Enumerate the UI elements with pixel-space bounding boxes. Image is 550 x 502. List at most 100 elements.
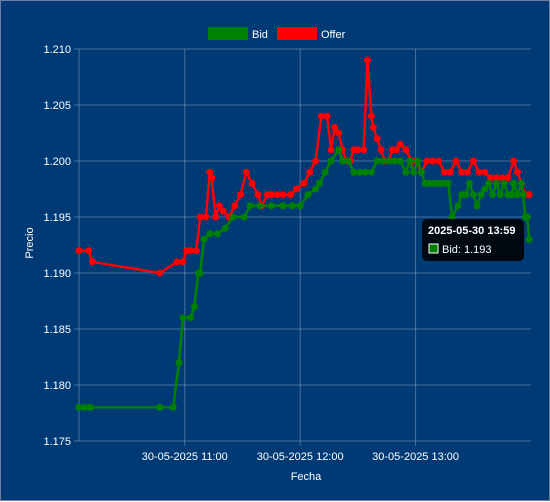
data-point-offer[interactable] xyxy=(279,191,287,199)
data-point-bid[interactable] xyxy=(390,157,398,165)
data-point-bid[interactable] xyxy=(510,179,518,187)
data-point-bid[interactable] xyxy=(396,157,404,165)
data-point-offer[interactable] xyxy=(464,168,471,176)
data-point-offer[interactable] xyxy=(423,157,431,165)
data-point-offer[interactable] xyxy=(179,258,187,266)
data-point-bid[interactable] xyxy=(454,202,462,210)
data-point-bid[interactable] xyxy=(523,213,531,221)
data-point-bid[interactable] xyxy=(385,157,393,165)
data-point-offer[interactable] xyxy=(396,140,404,148)
data-point-bid[interactable] xyxy=(214,230,221,238)
data-point-offer[interactable] xyxy=(481,168,489,176)
data-point-offer[interactable] xyxy=(196,213,204,221)
data-point-bid[interactable] xyxy=(417,168,425,176)
data-point-bid[interactable] xyxy=(444,179,452,187)
data-point-offer[interactable] xyxy=(435,157,443,165)
data-point-offer[interactable] xyxy=(187,247,195,255)
data-point-bid[interactable] xyxy=(362,168,370,176)
data-point-offer[interactable] xyxy=(446,168,454,176)
data-point-bid[interactable] xyxy=(367,168,375,176)
data-point-bid[interactable] xyxy=(344,157,352,165)
data-point-bid[interactable] xyxy=(466,179,473,187)
data-point-bid[interactable] xyxy=(410,168,418,176)
data-point-bid[interactable] xyxy=(156,403,164,411)
data-point-offer[interactable] xyxy=(219,207,227,215)
data-point-offer[interactable] xyxy=(369,123,377,131)
data-point-bid[interactable] xyxy=(229,213,237,221)
data-point-bid[interactable] xyxy=(190,303,198,311)
legend-item-offer[interactable]: Offer xyxy=(277,27,346,41)
data-point-bid[interactable] xyxy=(87,403,94,411)
data-point-bid[interactable] xyxy=(327,157,335,165)
data-point-bid[interactable] xyxy=(279,202,287,210)
data-point-offer[interactable] xyxy=(487,174,495,182)
data-point-offer[interactable] xyxy=(248,179,256,187)
data-point-bid[interactable] xyxy=(267,202,275,210)
data-point-offer[interactable] xyxy=(306,168,314,176)
data-point-offer[interactable] xyxy=(242,168,250,176)
data-point-offer[interactable] xyxy=(364,56,371,64)
data-point-offer[interactable] xyxy=(360,146,368,154)
data-point-offer[interactable] xyxy=(335,129,343,137)
data-point-bid[interactable] xyxy=(289,202,296,210)
data-point-bid[interactable] xyxy=(256,202,264,210)
data-point-bid[interactable] xyxy=(335,146,343,154)
data-point-bid[interactable] xyxy=(514,191,521,199)
data-point-bid[interactable] xyxy=(402,168,410,176)
data-point-bid[interactable] xyxy=(373,157,381,165)
data-point-bid[interactable] xyxy=(462,191,470,199)
data-point-offer[interactable] xyxy=(525,191,533,199)
data-point-offer[interactable] xyxy=(452,157,460,165)
data-point-bid[interactable] xyxy=(312,185,320,193)
data-point-bid[interactable] xyxy=(519,191,527,199)
data-point-offer[interactable] xyxy=(208,174,216,182)
data-point-offer[interactable] xyxy=(267,191,275,199)
data-point-offer[interactable] xyxy=(327,146,335,154)
data-point-bid[interactable] xyxy=(221,224,229,232)
data-point-offer[interactable] xyxy=(287,191,295,199)
data-point-bid[interactable] xyxy=(500,179,508,187)
data-point-offer[interactable] xyxy=(215,202,223,210)
data-point-bid[interactable] xyxy=(304,191,312,199)
data-point-bid[interactable] xyxy=(81,403,89,411)
data-point-offer[interactable] xyxy=(156,269,164,277)
data-point-bid[interactable] xyxy=(200,235,208,243)
data-point-bid[interactable] xyxy=(196,269,204,277)
data-point-offer[interactable] xyxy=(237,191,245,199)
data-point-offer[interactable] xyxy=(323,112,331,120)
data-point-bid[interactable] xyxy=(485,179,493,187)
data-point-bid[interactable] xyxy=(175,359,183,367)
data-point-offer[interactable] xyxy=(373,135,381,143)
data-point-offer[interactable] xyxy=(212,213,220,221)
data-point-bid[interactable] xyxy=(406,157,414,165)
data-point-bid[interactable] xyxy=(414,157,421,165)
data-point-offer[interactable] xyxy=(292,185,300,193)
data-point-offer[interactable] xyxy=(312,157,320,165)
data-point-offer[interactable] xyxy=(504,174,512,182)
data-point-offer[interactable] xyxy=(317,112,325,120)
data-point-offer[interactable] xyxy=(273,191,281,199)
data-point-offer[interactable] xyxy=(377,146,385,154)
data-point-offer[interactable] xyxy=(192,247,200,255)
data-point-offer[interactable] xyxy=(173,258,181,266)
data-point-offer[interactable] xyxy=(367,112,375,120)
data-point-offer[interactable] xyxy=(458,168,466,176)
data-point-bid[interactable] xyxy=(187,314,195,322)
data-point-offer[interactable] xyxy=(202,213,210,221)
data-point-offer[interactable] xyxy=(429,157,437,165)
data-point-bid[interactable] xyxy=(206,230,214,238)
data-point-offer[interactable] xyxy=(89,258,96,266)
data-point-offer[interactable] xyxy=(475,168,483,176)
data-point-bid[interactable] xyxy=(489,191,496,199)
data-point-offer[interactable] xyxy=(498,174,506,182)
data-point-bid[interactable] xyxy=(517,179,525,187)
data-point-offer[interactable] xyxy=(469,157,477,165)
data-point-bid[interactable] xyxy=(379,157,387,165)
data-point-bid[interactable] xyxy=(315,179,323,187)
data-point-offer[interactable] xyxy=(440,168,448,176)
data-point-offer[interactable] xyxy=(354,146,362,154)
data-point-bid[interactable] xyxy=(525,235,533,243)
data-point-bid[interactable] xyxy=(477,191,485,199)
data-point-offer[interactable] xyxy=(392,146,400,154)
data-point-bid[interactable] xyxy=(246,202,254,210)
